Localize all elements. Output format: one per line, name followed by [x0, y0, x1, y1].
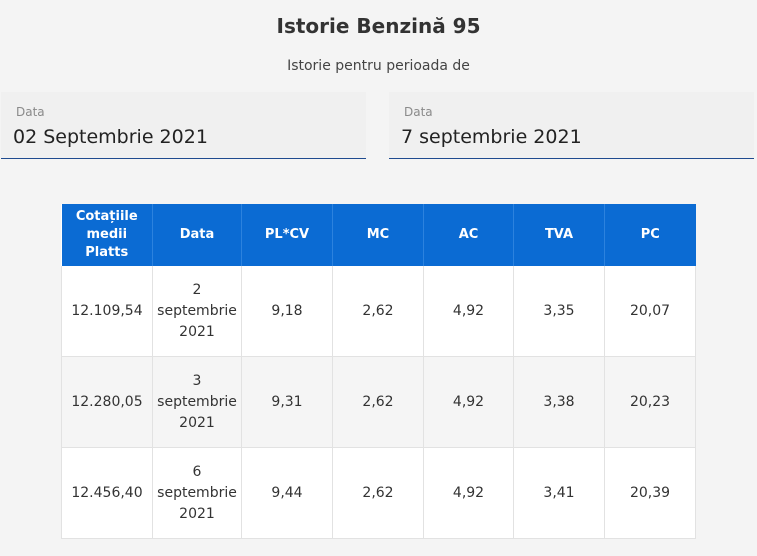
- cell-date: 2 septembrie 2021: [152, 266, 242, 357]
- cell-tva: 3,38: [513, 356, 605, 448]
- cell-date: 6 septembrie 2021: [152, 447, 242, 539]
- cell-date: 3 septembrie 2021: [152, 356, 242, 448]
- cell-platts: 12.280,05: [61, 356, 153, 448]
- table-row: 12.456,40 6 septembrie 2021 9,44 2,62 4,…: [61, 447, 696, 539]
- cell-pc: 20,07: [604, 266, 696, 357]
- cell-pc: 20,23: [604, 356, 696, 448]
- cell-mc: 2,62: [332, 447, 424, 539]
- cell-plcv: 9,31: [241, 356, 333, 448]
- price-history-table: Cotațiile medii Platts Data PL*CV MC AC …: [61, 204, 696, 539]
- cell-mc: 2,62: [332, 356, 424, 448]
- cell-ac: 4,92: [423, 447, 514, 539]
- header-tva: TVA: [513, 204, 605, 266]
- page-subtitle: Istorie pentru perioada de: [287, 58, 470, 74]
- table-row: 12.280,05 3 septembrie 2021 9,31 2,62 4,…: [61, 356, 696, 448]
- header-pc: PC: [604, 204, 696, 266]
- cell-tva: 3,41: [513, 447, 605, 539]
- cell-platts: 12.109,54: [61, 266, 153, 357]
- header-platts: Cotațiile medii Platts: [61, 204, 153, 266]
- start-date-field[interactable]: Data 02 Septembrie 2021: [1, 92, 366, 159]
- cell-ac: 4,92: [423, 266, 514, 357]
- page-title: Istorie Benzină 95: [276, 14, 481, 38]
- start-date-value[interactable]: 02 Septembrie 2021: [13, 126, 208, 148]
- start-date-label: Data: [16, 105, 45, 119]
- cell-plcv: 9,44: [241, 447, 333, 539]
- header-ac: AC: [423, 204, 514, 266]
- table-row: 12.109,54 2 septembrie 2021 9,18 2,62 4,…: [61, 266, 696, 357]
- cell-platts: 12.456,40: [61, 447, 153, 539]
- cell-tva: 3,35: [513, 266, 605, 357]
- cell-pc: 20,39: [604, 447, 696, 539]
- header-plcv: PL*CV: [241, 204, 333, 266]
- cell-ac: 4,92: [423, 356, 514, 448]
- table-header-row: Cotațiile medii Platts Data PL*CV MC AC …: [61, 204, 696, 266]
- cell-plcv: 9,18: [241, 266, 333, 357]
- header-date: Data: [152, 204, 242, 266]
- end-date-value[interactable]: 7 septembrie 2021: [401, 126, 582, 148]
- end-date-field[interactable]: Data 7 septembrie 2021: [389, 92, 754, 159]
- header-mc: MC: [332, 204, 424, 266]
- end-date-label: Data: [404, 105, 433, 119]
- cell-mc: 2,62: [332, 266, 424, 357]
